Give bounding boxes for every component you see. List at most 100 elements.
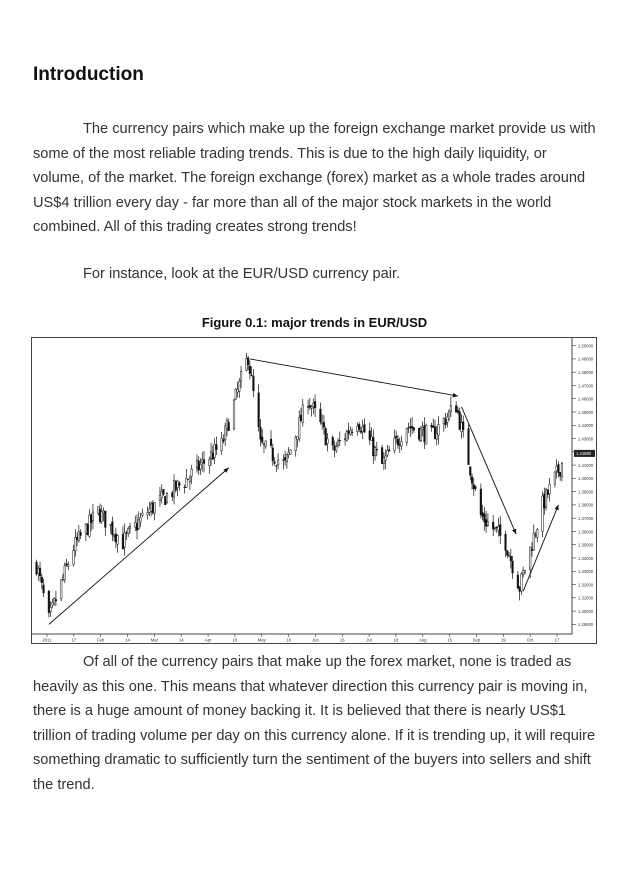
date-tick-label: Apr	[205, 638, 212, 643]
candle-body	[559, 472, 562, 477]
candle-body	[460, 422, 463, 432]
candle-body	[296, 436, 299, 440]
candle-body	[67, 564, 70, 567]
candle-body	[183, 486, 186, 488]
candle-body	[39, 567, 42, 577]
candle-body	[137, 519, 140, 529]
candle-body	[546, 490, 549, 495]
date-tick-label: 17	[555, 638, 560, 643]
candle-body	[419, 427, 422, 442]
candle-body	[238, 380, 241, 392]
candle-body	[298, 417, 301, 439]
candle-body	[543, 493, 546, 509]
candle-body	[269, 438, 273, 446]
price-tick-label: 1.50000	[578, 343, 594, 348]
candle-body	[135, 523, 139, 531]
candle-body	[176, 480, 179, 488]
candle-body	[185, 478, 188, 488]
candle-body	[495, 526, 498, 529]
candle-body	[307, 406, 310, 408]
candle-body	[530, 548, 534, 551]
trend-arrowhead	[223, 467, 229, 473]
candle-body	[91, 511, 94, 521]
candle-body	[548, 484, 551, 495]
candle-body	[146, 512, 149, 516]
candle-body	[162, 489, 165, 495]
candle-body	[273, 461, 276, 464]
candle-body	[499, 524, 502, 536]
candle-body	[470, 476, 474, 484]
date-tick-label: Jul	[366, 638, 371, 643]
candle-body	[534, 534, 537, 536]
candle-body	[60, 579, 63, 600]
candle-body	[299, 414, 303, 422]
candle-body	[462, 421, 465, 430]
candle-body	[308, 405, 311, 408]
candle-body	[98, 509, 102, 522]
candle-body	[195, 460, 199, 468]
candle-body	[347, 430, 350, 434]
candle-body	[395, 435, 398, 439]
candle-body	[485, 519, 488, 527]
candle-body	[277, 459, 280, 465]
candle-body	[508, 555, 511, 557]
date-tick-label: May	[258, 638, 267, 643]
candle-body	[557, 464, 560, 473]
candle-body	[86, 524, 89, 536]
candle-body	[407, 427, 410, 429]
candle-body	[363, 424, 366, 433]
candle-body	[458, 411, 461, 430]
date-ticks-group: 2011 17 Feb 14 Mar 14 Apr 18 May 16 Jun 16 Jul 18 Aug 1…	[42, 634, 560, 643]
candle-body	[425, 424, 428, 445]
trend-arrowhead	[512, 528, 517, 535]
candle-body	[77, 531, 80, 541]
candle-body	[509, 555, 512, 562]
trend-arrowhead	[452, 393, 458, 398]
candle-body	[492, 521, 495, 530]
candle-body	[188, 477, 191, 482]
candle-body	[312, 402, 315, 407]
candle-body	[335, 446, 338, 452]
candle-body	[433, 426, 437, 439]
candle-body	[259, 426, 262, 440]
candle-body	[442, 418, 445, 424]
candle-body	[264, 440, 267, 447]
candle-body	[345, 431, 348, 441]
date-tick-label: 18	[233, 638, 238, 643]
candle-body	[257, 392, 260, 428]
candle-body	[314, 401, 317, 409]
last-price-tag	[574, 449, 595, 457]
candle-body	[171, 492, 174, 497]
candle-body	[523, 569, 526, 573]
candle-body	[220, 437, 223, 452]
date-tick-label: 19	[501, 638, 506, 643]
candle-body	[54, 599, 57, 602]
candle-body	[375, 449, 378, 451]
candle-body	[225, 420, 228, 429]
candle-body	[381, 447, 384, 464]
candle-body	[113, 535, 116, 537]
candle-body	[250, 374, 253, 377]
candle-body	[344, 438, 347, 440]
candle-body	[282, 459, 285, 461]
candle-body	[421, 427, 424, 430]
candle-body	[455, 405, 458, 413]
candle-body	[310, 406, 313, 409]
price-tick-label: 1.32000	[578, 582, 594, 587]
candle-body	[49, 607, 52, 612]
candle-body	[65, 563, 68, 566]
last-price-tag-group: 1.41880	[574, 449, 595, 457]
candle-body	[261, 436, 264, 443]
candle-body	[469, 466, 472, 476]
candle-body	[444, 419, 447, 426]
candle-body	[358, 424, 361, 430]
candle-body	[72, 550, 75, 565]
price-tick-label: 1.38000	[578, 503, 594, 508]
date-tick-label: 14	[179, 638, 184, 643]
candle-body	[262, 443, 266, 445]
candle-body	[287, 451, 290, 455]
candle-body	[97, 506, 100, 514]
candle-body	[210, 451, 213, 459]
candle-body	[208, 459, 211, 466]
candle-body	[187, 478, 190, 481]
